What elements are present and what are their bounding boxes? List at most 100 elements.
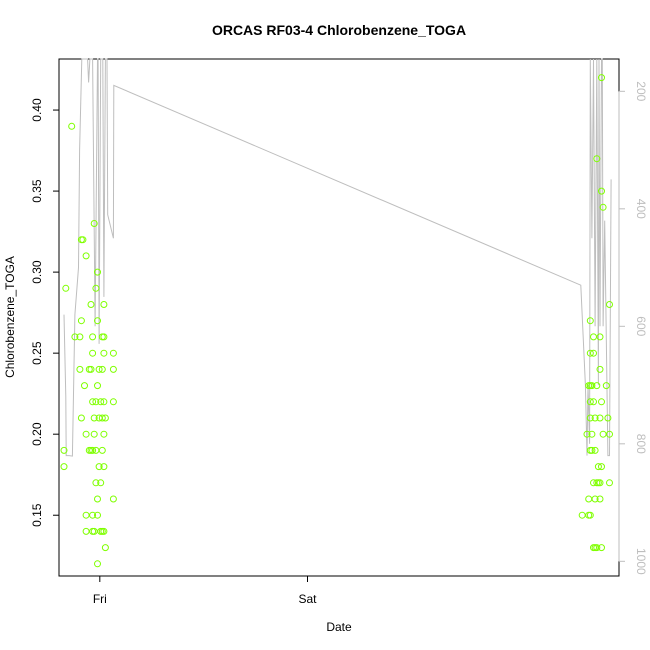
data-point [100, 333, 108, 341]
data-point [593, 155, 601, 163]
y-tick-label: 0.30 [30, 260, 44, 284]
series-line [63, 58, 612, 457]
data-point [94, 317, 101, 325]
data-point [90, 414, 98, 422]
data-point [598, 74, 605, 82]
data-point [89, 398, 97, 406]
data-point [77, 317, 85, 325]
data-point [599, 203, 607, 211]
data-point [90, 220, 98, 227]
line-layer [63, 58, 612, 457]
data-point [76, 365, 84, 373]
data-point [62, 284, 70, 292]
data-point [590, 349, 597, 357]
data-point [98, 414, 106, 422]
data-point [97, 398, 105, 406]
y2-tick-label: 200 [634, 81, 648, 101]
data-point [606, 301, 613, 308]
data-point [604, 414, 612, 422]
y-tick-label: 0.35 [30, 179, 44, 203]
data-point [94, 560, 101, 568]
chart-title: ORCAS RF03-4 Chlorobenzene_TOGA [212, 22, 466, 38]
data-point [101, 544, 109, 552]
data-point [92, 479, 100, 487]
data-point [598, 463, 605, 471]
data-point [583, 430, 591, 438]
y2-tick-label: 600 [634, 316, 648, 336]
data-point [89, 446, 97, 454]
data-point [591, 495, 599, 503]
data-point [109, 349, 117, 357]
data-point [98, 446, 106, 454]
data-point [588, 430, 596, 438]
data-point [82, 252, 90, 260]
data-point [578, 511, 586, 519]
data-point [585, 495, 593, 503]
y-axis-right: 200 400 600 800 1000 [618, 81, 648, 575]
data-point [76, 333, 84, 341]
y-tick-label: 0.25 [30, 341, 44, 365]
data-point [109, 495, 117, 503]
data-point [85, 446, 93, 454]
plot-frame [58, 58, 620, 577]
data-point [98, 365, 106, 373]
x-axis-label: Date [326, 620, 352, 634]
data-point [596, 479, 604, 487]
data-point [586, 317, 594, 325]
data-point [606, 479, 613, 487]
data-point [590, 398, 597, 406]
data-point [593, 382, 601, 390]
y-tick-label: 0.40 [30, 98, 44, 122]
data-point [100, 301, 108, 308]
x-tick-label: Sat [298, 592, 317, 606]
data-point [588, 382, 596, 390]
data-point [586, 349, 594, 357]
data-point [92, 284, 100, 292]
data-point [591, 446, 599, 454]
data-point [94, 495, 101, 503]
data-point [586, 511, 594, 519]
data-point [100, 527, 108, 535]
data-point [92, 398, 100, 406]
y2-tick-label: 400 [634, 199, 648, 219]
x-tick-label: Fri [93, 592, 107, 606]
data-point [94, 511, 101, 519]
data-point [596, 365, 604, 373]
data-point [87, 301, 95, 308]
data-point [77, 414, 85, 422]
data-point [100, 463, 108, 471]
data-point [71, 333, 79, 341]
points-layer [60, 74, 613, 568]
data-point [79, 236, 87, 244]
y2-tick-label: 800 [634, 434, 648, 454]
data-point [598, 187, 605, 195]
data-point [100, 398, 108, 406]
data-point [95, 365, 103, 373]
data-point [602, 382, 610, 390]
data-point [593, 544, 601, 552]
y-tick-label: 0.20 [30, 422, 44, 446]
data-point [95, 463, 103, 471]
data-point [596, 333, 604, 341]
y-axis-left: 0.15 0.20 0.25 0.30 0.35 0.40 [30, 98, 60, 527]
data-point [588, 446, 596, 454]
y-tick-label: 0.15 [30, 503, 44, 527]
data-point [598, 544, 605, 552]
y-axis-label: Chlorobenzene_TOGA [3, 256, 17, 378]
data-point [60, 446, 68, 454]
data-point [100, 349, 108, 357]
data-point [591, 414, 599, 422]
data-point [109, 398, 117, 406]
data-point [81, 382, 88, 390]
data-point [594, 463, 602, 471]
data-point [606, 430, 613, 438]
data-point [97, 479, 105, 487]
data-point [586, 414, 594, 422]
data-point [100, 430, 108, 438]
data-point [89, 333, 97, 341]
data-point [94, 268, 101, 276]
data-point [89, 511, 97, 519]
data-point [590, 333, 597, 341]
data-point [596, 495, 604, 503]
